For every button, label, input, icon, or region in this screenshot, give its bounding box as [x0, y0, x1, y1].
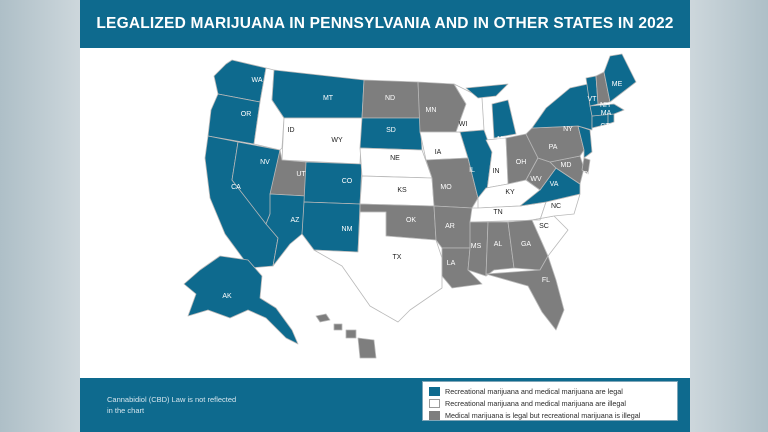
state-label-or: OR — [241, 111, 252, 118]
right-backdrop — [690, 0, 768, 432]
state-label-wa: WA — [251, 77, 262, 84]
state-label-wi: WI — [459, 121, 468, 128]
left-backdrop — [0, 0, 80, 432]
state-co — [303, 161, 363, 205]
state-or — [207, 93, 261, 145]
state-label-de: DE — [583, 171, 593, 178]
state-label-ar: AR — [445, 223, 455, 230]
state-label-ga: GA — [521, 241, 531, 248]
state-label-ri: RI — [606, 144, 613, 151]
state-me — [603, 53, 637, 103]
state-label-il: IL — [469, 167, 475, 174]
legend-item-medical: Medical marijuana is legal but recreatio… — [429, 409, 671, 421]
state-fl — [485, 255, 565, 331]
state-label-fl: FL — [542, 277, 550, 284]
state-de — [581, 157, 591, 175]
map-title: LEGALIZED MARIJUANA IN PENNSYLVANIA AND … — [96, 15, 674, 32]
state-label-ct: CT — [600, 123, 610, 130]
state-label-mt: MT — [323, 95, 334, 102]
state-sd — [359, 117, 423, 151]
title-bar: LEGALIZED MARIJUANA IN PENNSYLVANIA AND … — [80, 0, 690, 48]
legend-item-illegal: Recreational marijuana and medical marij… — [429, 397, 671, 409]
state-ny — [531, 83, 593, 131]
state-label-va: VA — [550, 181, 559, 188]
state-wy — [281, 117, 363, 165]
state-label-sd: SD — [386, 127, 396, 134]
state-label-ak: AK — [222, 293, 232, 300]
legend-swatch-recreational — [429, 386, 440, 396]
state-label-wy: WY — [331, 137, 343, 144]
state-label-nj: NJ — [591, 157, 600, 164]
state-label-vt: VT — [588, 96, 598, 103]
state-label-hi: HI — [351, 346, 358, 353]
state-label-in: IN — [493, 168, 500, 175]
state-label-ks: KS — [397, 187, 407, 194]
state-label-ca: CA — [231, 184, 241, 191]
state-ms — [467, 221, 489, 277]
state-label-ok: OK — [406, 217, 416, 224]
state-ne — [359, 147, 433, 179]
state-label-wv: WV — [530, 176, 542, 183]
state-label-tx: TX — [393, 254, 402, 261]
state-label-co: CO — [342, 178, 353, 185]
legend-label-illegal: Recreational marijuana and medical marij… — [445, 398, 626, 408]
state-label-nd: ND — [385, 95, 395, 102]
state-mt — [271, 69, 365, 119]
state-hi — [315, 313, 377, 359]
state-label-mi: MI — [497, 136, 505, 143]
state-label-id: ID — [288, 127, 295, 134]
state-ma — [589, 103, 625, 117]
state-al — [485, 221, 515, 277]
legend-swatch-illegal — [429, 398, 440, 408]
infographic-frame: LEGALIZED MARIJUANA IN PENNSYLVANIA AND … — [80, 0, 690, 432]
state-label-mn: MN — [426, 107, 437, 114]
state-label-sc: SC — [539, 223, 549, 230]
us-map: WA OR CA NV ID MT WY UT AZ CO NM ND SD NE KS OK TX MN IA MO… — [183, 53, 637, 359]
cbd-note: Cannabidiol (CBD) Law is not reflected i… — [107, 395, 237, 415]
state-label-al: AL — [494, 241, 503, 248]
state-label-ms: MS — [471, 243, 482, 250]
state-label-mo: MO — [440, 184, 452, 191]
state-ia — [419, 131, 469, 161]
state-label-ia: IA — [435, 149, 442, 156]
state-label-ma: MA — [601, 110, 612, 117]
legend-label-medical: Medical marijuana is legal but recreatio… — [445, 410, 641, 420]
state-label-nv: NV — [260, 159, 270, 166]
state-label-ne: NE — [390, 155, 400, 162]
state-label-nh: NH — [600, 102, 610, 109]
legend: Recreational marijuana and medical marij… — [422, 381, 678, 421]
legend-label-recreational: Recreational marijuana and medical marij… — [445, 386, 623, 396]
state-ak — [183, 255, 299, 345]
state-label-la: LA — [447, 260, 456, 267]
footer-bar: Cannabidiol (CBD) Law is not reflected i… — [80, 378, 690, 432]
state-label-nm: NM — [342, 226, 353, 233]
state-label-me: ME — [612, 81, 623, 88]
legend-swatch-medical — [429, 410, 440, 420]
state-mi — [465, 83, 517, 139]
state-label-ky: KY — [505, 189, 515, 196]
state-label-md: MD — [561, 162, 572, 169]
state-label-oh: OH — [516, 159, 527, 166]
state-label-ut: UT — [296, 171, 306, 178]
state-label-ny: NY — [563, 126, 573, 133]
state-label-pa: PA — [549, 144, 558, 151]
state-label-tn: TN — [493, 209, 502, 216]
legend-item-recreational: Recreational marijuana and medical marij… — [429, 385, 671, 397]
state-label-az: AZ — [291, 217, 301, 224]
state-label-nc: NC — [551, 203, 561, 210]
state-nj — [577, 125, 593, 159]
